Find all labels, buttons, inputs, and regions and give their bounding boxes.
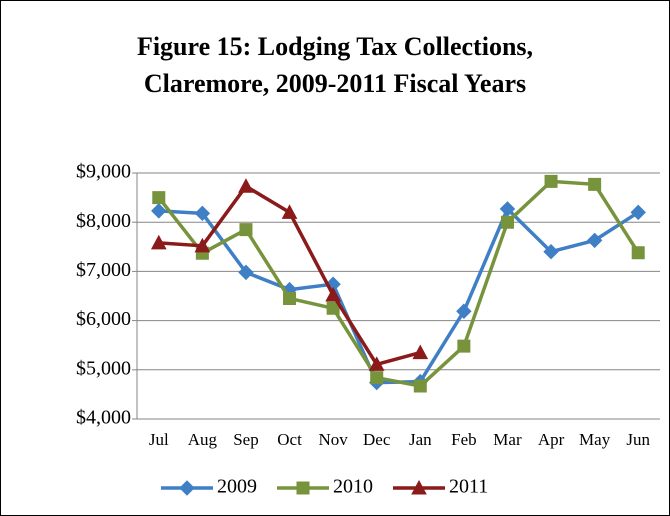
y-tick-label: $6,000	[76, 308, 131, 330]
y-tick-label: $7,000	[76, 259, 131, 281]
data-point	[370, 371, 384, 385]
data-point	[544, 174, 558, 188]
x-tick-label: Apr	[538, 430, 565, 449]
data-point	[238, 264, 254, 281]
data-point	[368, 356, 385, 371]
data-point	[586, 232, 603, 249]
x-tick-label: Aug	[188, 430, 218, 449]
data-point	[326, 301, 340, 315]
legend-marker	[411, 479, 427, 495]
x-tick-label: Feb	[451, 430, 477, 449]
data-point	[194, 205, 211, 222]
x-tick-label: Jul	[149, 430, 169, 449]
data-point	[500, 215, 514, 229]
x-tick-label: Nov	[318, 430, 348, 449]
x-tick-label: Dec	[363, 430, 391, 449]
data-point	[194, 237, 211, 253]
x-tick-label: Sep	[233, 430, 259, 449]
data-point	[631, 246, 645, 260]
legend-label: 2011	[449, 476, 488, 498]
legend-label: 2009	[217, 476, 257, 498]
series-line	[157, 179, 640, 388]
data-point	[456, 303, 472, 319]
data-point	[543, 244, 559, 260]
y-tick-label: $4,000	[76, 407, 131, 429]
data-point	[325, 286, 341, 302]
data-point	[630, 204, 646, 221]
x-tick-label: Jan	[409, 430, 432, 449]
data-point	[283, 291, 297, 305]
data-point	[150, 234, 167, 250]
data-point	[281, 204, 298, 219]
legend-marker	[179, 480, 195, 496]
data-point	[151, 203, 167, 219]
y-tick-label: $9,000	[76, 161, 131, 183]
data-point	[238, 178, 254, 193]
data-point	[413, 379, 427, 393]
x-tick-label: May	[579, 430, 611, 449]
data-point	[457, 339, 471, 353]
y-tick-label: $8,000	[76, 210, 131, 232]
legend-label: 2010	[333, 476, 373, 498]
x-tick-label: Oct	[277, 430, 302, 449]
data-point	[239, 223, 253, 237]
data-point	[588, 177, 602, 191]
x-tick-label: Jun	[626, 430, 650, 449]
chart-title: Figure 15: Lodging Tax Collections,	[137, 32, 533, 61]
x-tick-label: Mar	[493, 430, 522, 449]
y-tick-label: $5,000	[76, 357, 131, 379]
chart-title: Claremore, 2009-2011 Fiscal Years	[144, 69, 526, 98]
data-point	[152, 191, 166, 205]
legend-marker	[296, 481, 310, 495]
data-point	[412, 344, 429, 360]
